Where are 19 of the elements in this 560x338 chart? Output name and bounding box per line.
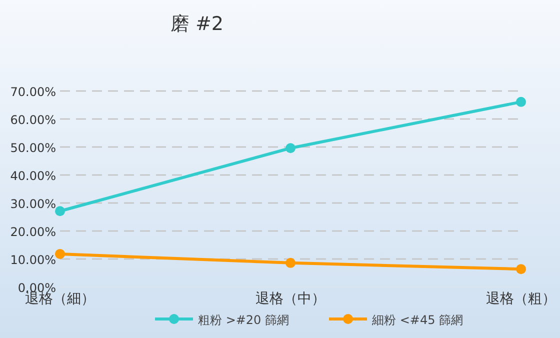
x-tick-label: 退格（細）: [25, 291, 95, 307]
point: [286, 143, 296, 154]
x-tick-label: 退格（粗）: [486, 291, 556, 307]
point: [55, 206, 65, 216]
legend-label: 細粉 <#45 篩網: [371, 313, 464, 327]
point: [286, 258, 296, 268]
y-tick-label: 50.00%: [10, 141, 56, 155]
y-tick-label: 40.00%: [10, 169, 56, 183]
point: [55, 248, 65, 259]
point: [516, 264, 526, 274]
y-tick-label: 30.00%: [10, 197, 56, 211]
y-tick-label: 20.00%: [10, 225, 56, 239]
y-tick-label: 60.00%: [10, 113, 56, 127]
y-tick-label: 70.00%: [10, 85, 56, 99]
y-tick-label: 10.00%: [10, 253, 56, 267]
point: [516, 96, 526, 107]
x-tick-label: 退格（中）: [256, 291, 326, 307]
chart-title: 磨 #2: [170, 13, 224, 35]
legend-label: 粗粉 >#20 篩網: [198, 313, 290, 327]
